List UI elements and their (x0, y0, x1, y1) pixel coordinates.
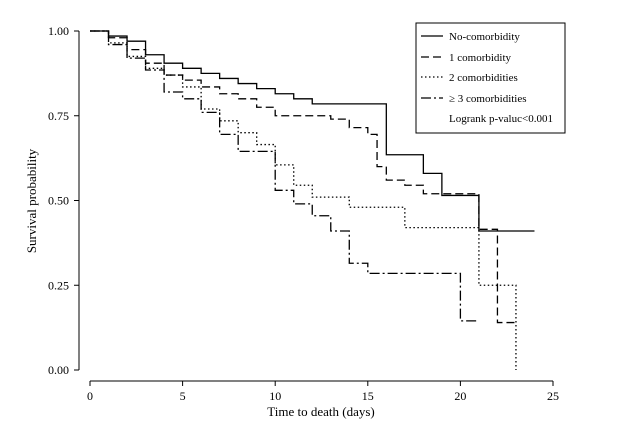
x-tick-label: 10 (269, 389, 281, 403)
y-tick-label: 0.75 (48, 109, 69, 123)
x-tick-label: 0 (87, 389, 93, 403)
x-tick-label: 15 (362, 389, 374, 403)
survival-curves (90, 30, 535, 370)
y-axis-title: Survival probability (24, 148, 39, 253)
axes: 0 5 10 15 20 25 0.00 0.25 0.50 0.75 1.00 (48, 24, 559, 403)
legend-box (415, 22, 566, 134)
x-tick-label: 25 (547, 389, 559, 403)
x-tick-label: 20 (454, 389, 466, 403)
legend-label-1-comorbidity: 1 comorbidity (449, 52, 512, 64)
y-tick-label: 0.00 (48, 363, 69, 377)
legend-label-no-comorbidity: No-comorbidity (449, 31, 520, 43)
survival-curve-2-comorbidities (90, 30, 517, 370)
legend-label-3-comorbidities: ≥ 3 comorbidities (449, 93, 527, 105)
logrank-annotation: Logrank p-valuc<0.001 (449, 113, 553, 125)
legend-label-2-comorbidities: 2 comorbidities (449, 72, 518, 84)
y-tick-label: 0.50 (48, 194, 69, 208)
survival-curve-no-comorbidity (90, 30, 535, 232)
legend: No-comorbidity 1 comorbidity 2 comorbidi… (415, 22, 566, 134)
survival-curve-1-comorbidity (90, 30, 516, 324)
survival-curve-3-plus-comorbidities (90, 30, 479, 322)
x-axis-title: Time to death (days) (267, 404, 374, 419)
y-tick-label: 0.25 (48, 278, 69, 292)
y-tick-label: 1.00 (48, 24, 69, 38)
x-tick-label: 5 (180, 389, 186, 403)
